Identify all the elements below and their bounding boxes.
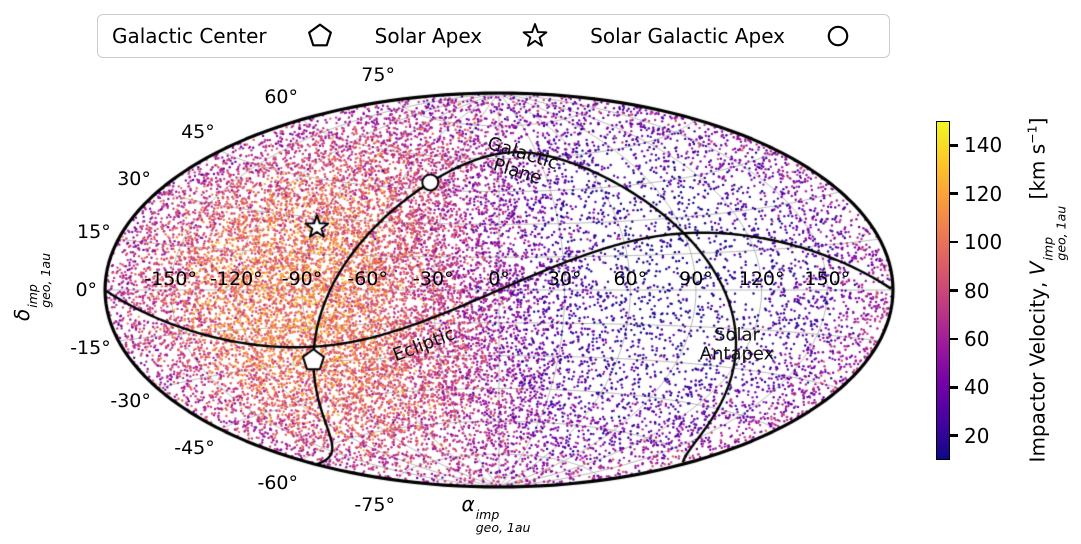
legend: Galactic Center Solar Apex Solar Galacti… xyxy=(97,14,890,58)
colorbar-tick-label: 60 xyxy=(964,326,990,351)
colorbar-tick-label: 40 xyxy=(964,375,990,400)
lon-tick-label: -30° xyxy=(413,268,454,290)
legend-item-solar-galactic-apex: Solar Galactic Apex xyxy=(590,23,851,49)
colorbar-label-unit-sup: −1 xyxy=(1024,125,1040,144)
lat-tick-label: 15° xyxy=(77,221,111,244)
pentagon-icon xyxy=(307,23,333,49)
lat-tick-label: -60° xyxy=(257,472,299,495)
legend-label-solar-apex: Solar Apex xyxy=(374,24,483,48)
legend-label-galactic-center: Galactic Center xyxy=(112,24,267,48)
lon-tick-label: -120° xyxy=(210,268,263,290)
solar-antapex-annotation: Solar Antapex xyxy=(699,324,775,365)
colorbar-tick xyxy=(950,240,958,244)
colorbar-label-var: V xyxy=(1025,261,1050,276)
colorbar xyxy=(936,121,950,460)
lat-tick-label: -30° xyxy=(110,390,151,413)
lat-tick-label: 75° xyxy=(361,63,395,86)
colorbar-tick xyxy=(950,337,958,341)
lat-tick-label: 60° xyxy=(264,85,299,108)
colorbar-label-unit: [km s xyxy=(1025,143,1050,206)
y-axis-label: δ imp geo, 1au xyxy=(10,252,53,322)
y-axis-label-base: δ xyxy=(10,308,34,322)
colorbar-tick xyxy=(950,143,958,147)
colorbar-tick-label: 140 xyxy=(964,133,1003,158)
lon-tick-label: 0° xyxy=(488,268,510,290)
legend-item-solar-apex: Solar Apex xyxy=(375,23,549,49)
star-icon xyxy=(522,23,548,49)
lat-tick-label: -45° xyxy=(174,436,215,459)
legend-item-galactic-center: Galactic Center xyxy=(112,23,333,49)
colorbar-label-prefix: Impactor Velocity, xyxy=(1025,275,1050,463)
colorbar-tick xyxy=(950,386,958,389)
colorbar-tick xyxy=(950,192,958,195)
colorbar-tick xyxy=(950,289,958,292)
solar-antapex-annotation-line2: Antapex xyxy=(699,344,775,365)
lon-tick-label: -150° xyxy=(144,268,198,290)
x-axis-label-base: α xyxy=(461,492,475,516)
lat-tick-label: 0° xyxy=(75,279,98,301)
x-axis-label-sub: geo, 1au xyxy=(475,519,531,535)
x-axis-label: α imp geo, 1au xyxy=(462,492,531,534)
lon-tick-label: 120° xyxy=(738,268,785,290)
circle-icon xyxy=(825,23,851,49)
lon-tick-label: -60° xyxy=(347,268,388,290)
solar-antapex-annotation-line1: Solar xyxy=(714,324,760,346)
lon-tick-label: -90° xyxy=(281,268,323,290)
colorbar-tick-label: 80 xyxy=(964,278,990,303)
lon-tick-label: 30° xyxy=(547,268,582,290)
colorbar-tick xyxy=(950,434,958,438)
colorbar-tick-label: 20 xyxy=(964,423,990,448)
y-axis-label-sub: geo, 1au xyxy=(37,252,53,308)
colorbar-label-unit-close: ] xyxy=(1025,117,1050,126)
lat-tick-label: 45° xyxy=(181,121,215,144)
x-axis-label-sup: imp xyxy=(475,507,500,522)
lon-tick-label: 60° xyxy=(613,268,648,290)
colorbar-tick-label: 100 xyxy=(964,230,1003,255)
lon-tick-label: 150° xyxy=(804,268,851,290)
lat-tick-label: 30° xyxy=(117,167,151,190)
colorbar-tick-label: 120 xyxy=(964,181,1003,206)
colorbar-label-var-sub: geo, 1au xyxy=(1053,205,1068,261)
lat-tick-label: -75° xyxy=(354,494,395,517)
lon-tick-label: 90° xyxy=(679,268,713,290)
legend-label-solar-galactic-apex: Solar Galactic Apex xyxy=(590,24,785,48)
lat-tick-label: -15° xyxy=(70,336,111,359)
